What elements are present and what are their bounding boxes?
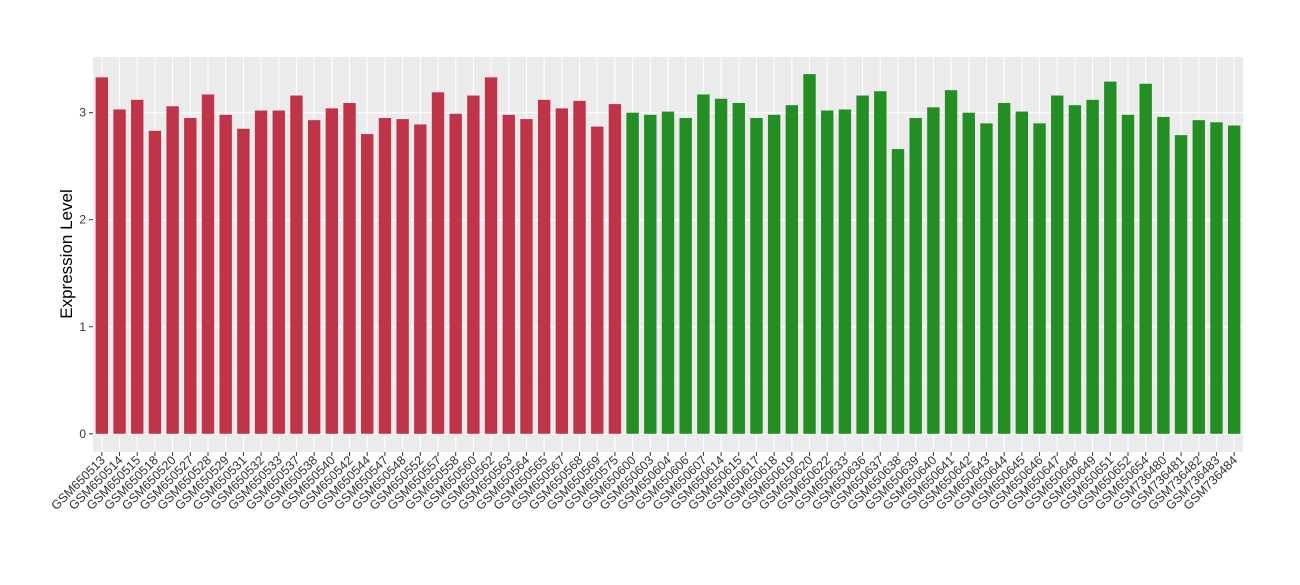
bar	[254, 110, 268, 434]
bar	[750, 118, 763, 434]
bar	[1157, 116, 1170, 434]
bar	[1033, 123, 1046, 434]
bar	[732, 103, 745, 434]
bar	[856, 95, 869, 434]
bar	[555, 108, 569, 434]
bar	[414, 124, 427, 434]
bar	[1192, 120, 1205, 434]
bar	[1068, 105, 1082, 434]
bar	[520, 119, 533, 434]
bar	[644, 114, 657, 434]
bar	[1086, 99, 1099, 434]
bar	[1174, 135, 1188, 434]
bar	[237, 128, 250, 434]
bar	[626, 112, 639, 434]
bar	[201, 94, 215, 434]
y-tick-label: 1	[79, 320, 86, 334]
bar	[573, 100, 586, 434]
bar	[272, 110, 285, 434]
y-axis-title: Expression Level	[57, 189, 76, 318]
bar	[95, 77, 109, 434]
bar	[927, 107, 940, 434]
bar	[378, 118, 392, 434]
bar	[714, 98, 728, 434]
bar	[431, 92, 445, 434]
bar	[307, 120, 321, 434]
bar	[679, 118, 692, 434]
bar	[219, 114, 232, 434]
bar	[909, 118, 922, 434]
bar	[502, 114, 515, 434]
bar	[980, 123, 993, 434]
bar	[166, 106, 179, 434]
bar	[484, 77, 498, 434]
bar	[1139, 83, 1152, 434]
bar	[343, 103, 356, 434]
y-tick-label: 2	[79, 213, 86, 227]
bar	[697, 94, 710, 434]
bar	[1104, 81, 1117, 434]
bar	[821, 110, 834, 434]
bar	[874, 91, 887, 434]
bar	[785, 105, 799, 434]
bar	[1227, 125, 1241, 434]
bar	[113, 109, 126, 434]
bar	[467, 95, 480, 434]
bar	[838, 109, 852, 434]
bar	[962, 112, 975, 434]
bar	[803, 74, 816, 434]
bar	[1051, 95, 1064, 434]
bar	[891, 149, 905, 434]
bar	[1210, 122, 1223, 434]
bar	[661, 111, 675, 434]
bar	[148, 130, 162, 434]
bar	[944, 90, 958, 434]
bar	[325, 108, 339, 434]
bar	[767, 114, 781, 434]
bar	[608, 104, 622, 434]
bar	[290, 95, 303, 434]
bar	[184, 118, 197, 434]
y-tick-label: 0	[79, 427, 86, 441]
bar	[1121, 114, 1135, 434]
bar	[591, 126, 604, 434]
bar	[1015, 111, 1029, 434]
bar	[997, 103, 1011, 434]
bar	[361, 134, 374, 434]
bar	[449, 113, 462, 434]
bar	[537, 99, 551, 434]
bar	[396, 119, 409, 434]
y-tick-label: 3	[79, 106, 86, 120]
bar	[131, 99, 144, 434]
